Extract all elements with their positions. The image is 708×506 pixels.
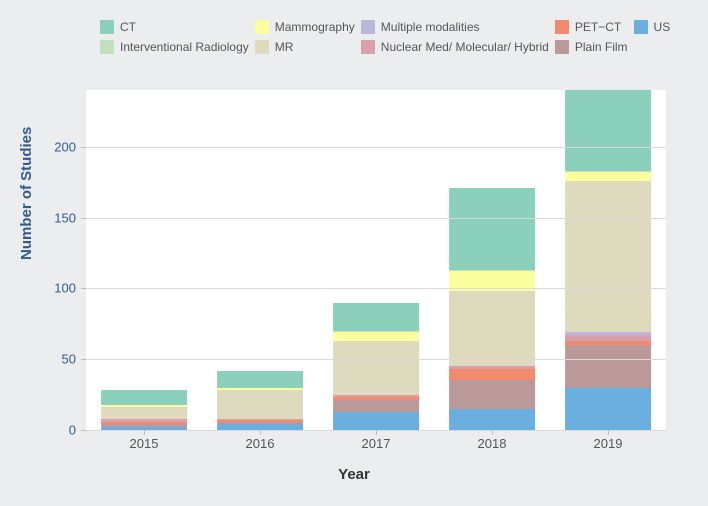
segment-ct [217, 371, 303, 388]
segment-ct [449, 188, 535, 270]
legend-item-us: US [634, 20, 671, 34]
segment-ct [565, 90, 651, 171]
segment-mr [333, 341, 419, 395]
grid-line [86, 147, 666, 148]
y-tick-label: 150 [36, 210, 76, 225]
legend-swatch [100, 40, 114, 54]
segment-mr [217, 390, 303, 418]
x-axis-title: Year [0, 466, 708, 483]
segment-mr [449, 291, 535, 366]
bar-2018 [449, 188, 535, 430]
legend-swatch [555, 20, 569, 34]
segment-us [449, 409, 535, 430]
legend-label: Plain Film [575, 40, 628, 54]
y-axis-title: Number of Studies [18, 127, 35, 260]
legend-label: CT [120, 20, 136, 34]
y-tick-label: 50 [36, 352, 76, 367]
x-tick-label: 2018 [478, 436, 507, 451]
y-tick-label: 200 [36, 139, 76, 154]
grid-line [86, 218, 666, 219]
segment-plainfilm [565, 345, 651, 388]
bar-2016 [217, 371, 303, 430]
grid-line [86, 288, 666, 289]
y-tick-label: 100 [36, 281, 76, 296]
plot-area: 05010015020020152016201720182019 [86, 90, 666, 430]
y-tick-label: 0 [36, 423, 76, 438]
segment-petct [449, 369, 535, 380]
segment-ct [101, 390, 187, 404]
segment-ct [333, 303, 419, 331]
legend-item-plainfilm: Plain Film [555, 40, 628, 54]
legend-item-mr: MR [255, 40, 355, 54]
legend-label: Interventional Radiology [120, 40, 249, 54]
grid-line [86, 359, 666, 360]
segment-mammography [333, 332, 419, 341]
segment-plainfilm [333, 400, 419, 411]
x-tick-label: 2016 [246, 436, 275, 451]
legend-swatch [255, 20, 269, 34]
segment-mammography [565, 172, 651, 181]
legend-swatch [361, 20, 375, 34]
legend-swatch [361, 40, 375, 54]
legend-item-petct: PET−CT [555, 20, 628, 34]
legend: CTMammographyMultiple modalitiesPET−CTUS… [100, 20, 660, 54]
segment-us [565, 388, 651, 431]
legend-swatch [255, 40, 269, 54]
legend-label: Nuclear Med/ Molecular/ Hybrid [381, 40, 549, 54]
bar-2019 [565, 90, 651, 430]
bar-2017 [333, 303, 419, 430]
legend-item-mammography: Mammography [255, 20, 355, 34]
legend-label: Mammography [275, 20, 355, 34]
segment-plainfilm [449, 380, 535, 408]
legend-item-ct: CT [100, 20, 249, 34]
segment-mr [565, 181, 651, 333]
legend-item-multiplemod: Multiple modalities [361, 20, 549, 34]
legend-label: PET−CT [575, 20, 621, 34]
legend-label: MR [275, 40, 294, 54]
legend-label: US [654, 20, 671, 34]
legend-item-interventional: Interventional Radiology [100, 40, 249, 54]
legend-swatch [555, 40, 569, 54]
bar-2015 [101, 390, 187, 430]
legend-item-nuclearmed: Nuclear Med/ Molecular/ Hybrid [361, 40, 549, 54]
segment-mr [101, 407, 187, 418]
x-tick-label: 2015 [130, 436, 159, 451]
legend-swatch [634, 20, 648, 34]
legend-swatch [100, 20, 114, 34]
legend-label: Multiple modalities [381, 20, 480, 34]
segment-us [333, 412, 419, 430]
x-tick-label: 2017 [362, 436, 391, 451]
x-tick-label: 2019 [594, 436, 623, 451]
